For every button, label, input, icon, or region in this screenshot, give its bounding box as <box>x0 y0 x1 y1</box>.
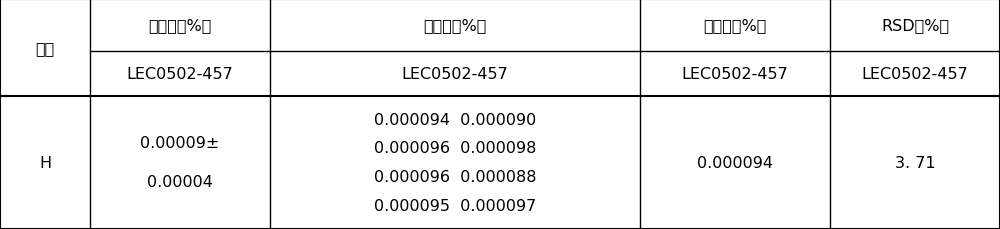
Text: 认可値（%）: 认可値（%） <box>148 18 212 33</box>
Text: H: H <box>39 155 51 170</box>
Text: 0.000094: 0.000094 <box>697 155 773 170</box>
Text: LEC0502-457: LEC0502-457 <box>682 66 788 81</box>
Text: 元素: 元素 <box>35 41 55 56</box>
Text: LEC0502-457: LEC0502-457 <box>862 66 968 81</box>
Text: LEC0502-457: LEC0502-457 <box>127 66 233 81</box>
Text: 3. 71: 3. 71 <box>895 155 935 170</box>
Text: RSD（%）: RSD（%） <box>881 18 949 33</box>
Text: 0.000094  0.000090: 0.000094 0.000090 <box>374 112 536 127</box>
Text: 0.000095  0.000097: 0.000095 0.000097 <box>374 198 536 213</box>
Text: 平均値（%）: 平均値（%） <box>703 18 767 33</box>
Text: 0.000096  0.000098: 0.000096 0.000098 <box>374 141 536 156</box>
Text: LEC0502-457: LEC0502-457 <box>402 66 508 81</box>
Text: 0.000096  0.000088: 0.000096 0.000088 <box>374 169 536 184</box>
Text: 0.00004: 0.00004 <box>147 174 213 190</box>
Text: 0.00009±: 0.00009± <box>140 136 220 151</box>
Text: 测定値（%）: 测定値（%） <box>423 18 487 33</box>
